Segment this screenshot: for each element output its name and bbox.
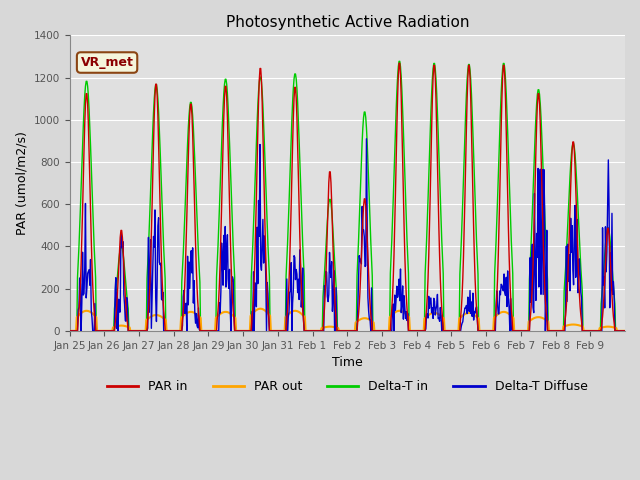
Y-axis label: PAR (umol/m2/s): PAR (umol/m2/s) (15, 131, 28, 235)
Legend: PAR in, PAR out, Delta-T in, Delta-T Diffuse: PAR in, PAR out, Delta-T in, Delta-T Dif… (102, 375, 593, 398)
X-axis label: Time: Time (332, 356, 363, 369)
Text: VR_met: VR_met (81, 56, 134, 69)
Title: Photosynthetic Active Radiation: Photosynthetic Active Radiation (225, 15, 469, 30)
